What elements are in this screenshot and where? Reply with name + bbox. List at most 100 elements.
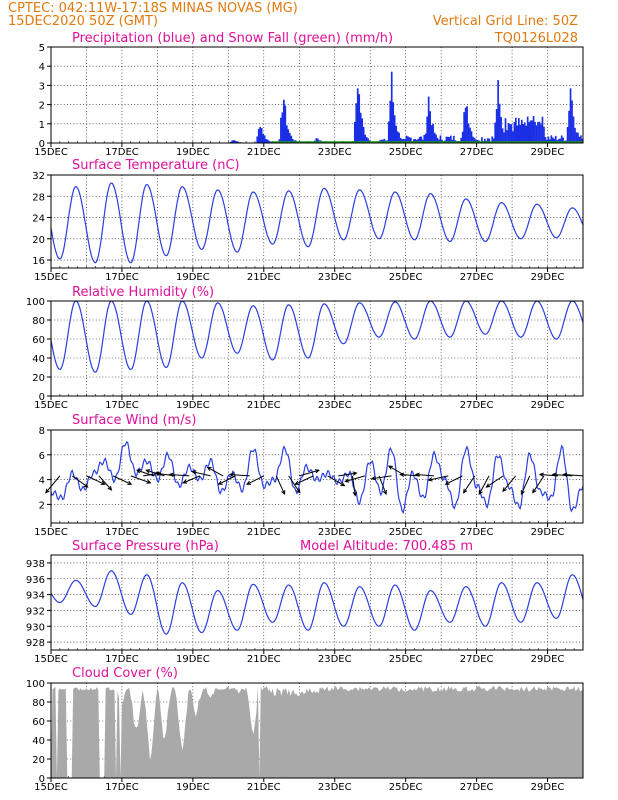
precip-bar <box>500 117 502 143</box>
precip-bar <box>504 118 507 143</box>
precip-bar <box>492 138 495 143</box>
precip-bar <box>572 116 575 143</box>
wind-arrow-head <box>191 470 197 475</box>
x-tick-label: 27DEC <box>460 400 494 411</box>
precip-bar <box>315 138 318 143</box>
plot-frame <box>50 554 584 651</box>
wind-arrow <box>207 467 224 477</box>
precip-bar <box>283 99 285 143</box>
cloud-area <box>51 685 583 778</box>
precip-bar <box>399 137 402 143</box>
x-tick-label: 15DEC <box>34 527 68 538</box>
wind-arrow-head <box>314 469 320 474</box>
precip-bar <box>229 141 232 143</box>
precip-bar <box>557 139 560 143</box>
precip-bar <box>288 132 291 143</box>
panel-5: 0 20 40 60 80 100 15DEC 17DEC 19DEC 21DEC 23DEC 25D… <box>26 666 584 793</box>
precip-bar <box>405 135 408 143</box>
precip-bar <box>414 139 417 143</box>
x-tick-label: 17DEC <box>105 272 139 283</box>
precip-bar <box>257 128 260 143</box>
precip-bar <box>427 96 430 143</box>
precip-bar <box>497 80 499 143</box>
precip-bar <box>410 137 412 143</box>
precip-bar <box>235 141 238 143</box>
wind-arrow <box>552 473 573 477</box>
precip-bar <box>550 135 553 143</box>
precip-bar <box>445 136 448 143</box>
wind-arrow <box>563 473 584 477</box>
wind-arrow-head <box>414 472 420 477</box>
wind-arrow-head <box>382 490 387 496</box>
wind-arrow <box>445 475 463 485</box>
station-header: CPTEC: 042:11W-17:18S MINAS NOVAS (MG) <box>8 1 298 16</box>
x-tick-label: 17DEC <box>105 654 139 665</box>
wind-arrow-head <box>206 466 212 472</box>
precip-bar <box>486 138 489 143</box>
wind-arrow <box>478 475 490 495</box>
series-line <box>50 182 584 264</box>
precip-bar <box>551 137 554 143</box>
precip-bar <box>472 136 474 143</box>
y-tick-label: 4 <box>39 62 45 73</box>
precip-bar <box>495 109 498 143</box>
precip-bar <box>549 139 551 143</box>
precip-bar <box>538 121 541 143</box>
wind-arrow <box>520 475 531 495</box>
y-tick-label: 100 <box>26 679 45 690</box>
wind-arrow-head <box>538 472 544 477</box>
wind-arrow <box>112 475 132 485</box>
x-tick-label: 15DEC <box>34 400 68 411</box>
precip-bar <box>429 111 431 143</box>
precip-bar <box>356 88 359 143</box>
precip-bar <box>562 137 564 143</box>
precip-bar <box>435 134 437 143</box>
precip-bar <box>520 119 523 143</box>
precip-bar <box>568 110 570 143</box>
precip-bar <box>361 118 364 143</box>
wind-arrow <box>130 475 151 484</box>
precip-bar <box>389 100 392 143</box>
x-tick-label: 17DEC <box>105 782 139 793</box>
panel-4: 928 930 932 934 936 938 15DEC 17DEC 19DEC 21DEC 23… <box>26 539 584 665</box>
precip-bar <box>439 135 442 143</box>
precip-bar <box>540 124 542 143</box>
x-tick-label: 27DEC <box>460 272 494 283</box>
panel-0: 0 1 2 3 4 5 15DEC 17DEC 19DEC 21DEC 23DEC 25DEC 27DE… <box>34 31 584 158</box>
wind-arrow <box>463 475 476 493</box>
precip-bar <box>461 131 464 143</box>
wind-arrow <box>192 471 211 477</box>
y-tick-label: 16 <box>32 256 45 267</box>
precip-bar <box>234 140 236 143</box>
precip-bar <box>281 112 284 143</box>
x-tick-label: 19DEC <box>176 400 210 411</box>
precip-bar <box>544 137 547 143</box>
run-header: 15DEC2020 50Z (GMT) <box>8 14 158 29</box>
wind-arrow <box>136 469 155 477</box>
precip-bar <box>559 138 562 143</box>
wind-arrow-head <box>217 480 223 485</box>
wind-arrow <box>378 475 387 495</box>
wind-arrow <box>229 473 250 477</box>
wind-arrow <box>400 473 420 477</box>
x-tick-label: 19DEC <box>176 527 210 538</box>
precip-bar <box>513 121 516 143</box>
precip-bar <box>402 138 405 143</box>
x-tick-label: 25DEC <box>389 782 423 793</box>
wind-arrow <box>71 475 88 488</box>
model-label: TQ0126L028 <box>494 31 578 46</box>
x-tick-label: 29DEC <box>531 527 565 538</box>
precip-bar <box>359 112 362 143</box>
y-tick-label: 28 <box>32 192 45 203</box>
wind-arrow-head <box>146 479 152 484</box>
wind-arrow-head <box>352 471 358 476</box>
wind-arrow-head <box>228 472 234 477</box>
x-tick-label: 21DEC <box>247 272 281 283</box>
precip-bar <box>284 105 287 143</box>
precip-bar <box>383 138 386 143</box>
precip-bar <box>423 135 426 143</box>
precip-bar <box>450 135 452 143</box>
precip-bar <box>426 116 429 143</box>
x-tick-label: 29DEC <box>531 400 565 411</box>
precip-bar <box>498 103 501 143</box>
